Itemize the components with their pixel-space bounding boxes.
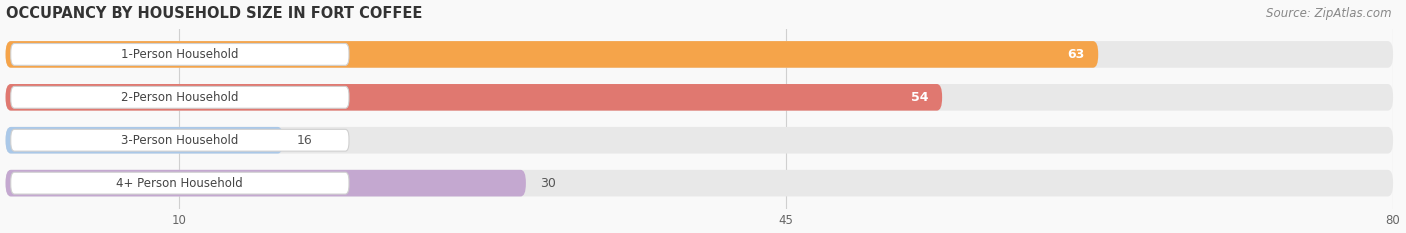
FancyBboxPatch shape — [6, 41, 1098, 68]
FancyBboxPatch shape — [6, 127, 283, 154]
Text: OCCUPANCY BY HOUSEHOLD SIZE IN FORT COFFEE: OCCUPANCY BY HOUSEHOLD SIZE IN FORT COFF… — [6, 6, 422, 21]
FancyBboxPatch shape — [11, 172, 349, 194]
FancyBboxPatch shape — [6, 170, 1393, 196]
FancyBboxPatch shape — [6, 84, 942, 111]
FancyBboxPatch shape — [11, 86, 349, 108]
Text: 1-Person Household: 1-Person Household — [121, 48, 239, 61]
FancyBboxPatch shape — [11, 129, 349, 151]
FancyBboxPatch shape — [6, 170, 526, 196]
Text: 3-Person Household: 3-Person Household — [121, 134, 239, 147]
Text: 16: 16 — [297, 134, 312, 147]
Text: 2-Person Household: 2-Person Household — [121, 91, 239, 104]
Text: 30: 30 — [540, 177, 555, 190]
FancyBboxPatch shape — [6, 127, 1393, 154]
Text: 4+ Person Household: 4+ Person Household — [117, 177, 243, 190]
FancyBboxPatch shape — [6, 84, 1393, 111]
FancyBboxPatch shape — [11, 44, 349, 65]
FancyBboxPatch shape — [6, 41, 1393, 68]
Text: 54: 54 — [911, 91, 928, 104]
Text: 63: 63 — [1067, 48, 1084, 61]
Text: Source: ZipAtlas.com: Source: ZipAtlas.com — [1267, 7, 1392, 20]
